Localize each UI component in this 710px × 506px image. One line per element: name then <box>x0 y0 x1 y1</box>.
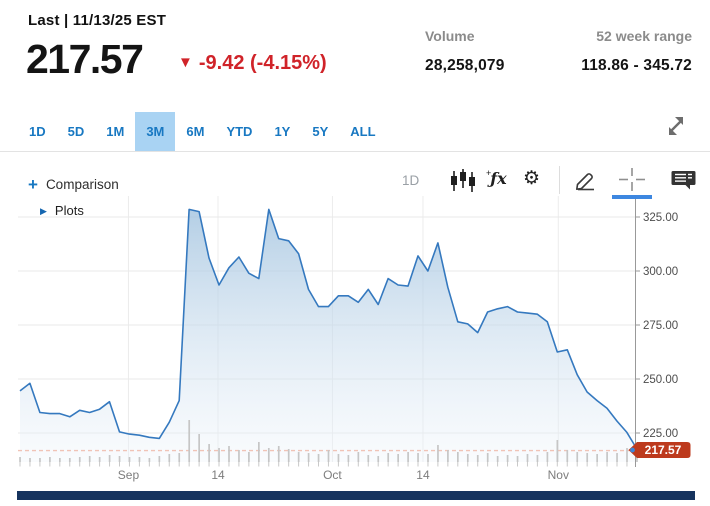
news-icon[interactable] <box>671 169 697 196</box>
x-axis-tick-label: 14 <box>416 468 430 482</box>
last-price-tag <box>628 442 691 459</box>
price-change: ▼ -9.42 (-4.15%) <box>178 52 327 75</box>
range-tab-all[interactable]: ALL <box>350 124 376 139</box>
x-axis-tick-label: 14 <box>211 468 225 482</box>
y-axis-tick-label: 275.00 <box>643 320 678 332</box>
function-icon[interactable]: +ƒx <box>485 167 507 188</box>
y-axis-tick-label: 250.00 <box>643 374 678 386</box>
interval-selector[interactable]: 1D <box>402 173 420 188</box>
range-stat: 52 week range 118.86 - 345.72 <box>581 28 692 75</box>
range-tab-6m[interactable]: 6M <box>186 124 205 139</box>
change-value: -9.42 (-4.15%) <box>198 52 327 74</box>
candlestick-chart-icon[interactable] <box>449 169 477 198</box>
toolbar-divider <box>559 166 560 194</box>
range-tab-3m[interactable]: 3M <box>135 112 176 151</box>
add-comparison-button[interactable]: + Comparison <box>28 174 119 194</box>
last-price: 217.57 <box>26 36 144 82</box>
x-axis-tick-label: Sep <box>118 468 140 482</box>
volume-label: Volume <box>425 28 475 44</box>
plots-toggle[interactable]: ▶ Plots <box>40 203 84 218</box>
range-tab-ytd[interactable]: YTD <box>226 124 253 139</box>
active-tool-underline <box>612 195 652 199</box>
y-axis-tick-label: 225.00 <box>643 428 678 440</box>
plots-label: Plots <box>54 203 84 218</box>
draw-pencil-icon[interactable] <box>572 168 598 199</box>
last-price-tag-value: 217.57 <box>645 443 682 457</box>
range-tab-1m[interactable]: 1M <box>106 124 125 139</box>
price-chart-canvas[interactable]: 325.00 300.00 275.00 250.00 225.00 Sep 14 Oct 14… <box>0 186 710 488</box>
fx-label: ƒx <box>490 169 507 188</box>
range-tab-1y[interactable]: 1Y <box>274 124 291 139</box>
chart-toolbar: + Comparison 1D +ƒx ⚙ <box>0 160 710 202</box>
range-tab-1d[interactable]: 1D <box>29 124 46 139</box>
y-axis-tick-label: 325.00 <box>643 212 678 224</box>
volume-value: 28,258,079 <box>425 57 505 74</box>
expand-icon[interactable] <box>662 112 690 140</box>
range-label: 52 week range <box>596 28 692 44</box>
fx-plus: + <box>486 167 492 178</box>
y-axis-tick-label: 300.00 <box>643 266 678 278</box>
range-tab-5y[interactable]: 5Y <box>312 124 329 139</box>
last-price-dot <box>630 447 635 453</box>
x-axis-tick-label: Oct <box>323 468 342 482</box>
last-date-label: Last | 11/13/25 EST <box>28 12 167 29</box>
range-tab-5d[interactable]: 5D <box>67 124 85 139</box>
crosshair-icon[interactable] <box>618 167 646 198</box>
bottom-navy-bar <box>17 491 695 500</box>
plus-icon: + <box>28 175 38 194</box>
range-value: 118.86 - 345.72 <box>581 57 692 74</box>
x-axis-tick-label: Nov <box>548 468 569 482</box>
down-arrow-icon: ▼ <box>178 54 193 71</box>
plots-triangle-icon: ▶ <box>40 206 47 216</box>
range-tabs: 1D 5D 1M 3M 6M YTD 1Y 5Y ALL <box>0 112 710 152</box>
volume-stat: Volume 28,258,079 <box>425 28 505 75</box>
settings-gear-icon[interactable]: ⚙ <box>523 168 541 189</box>
comparison-label: Comparison <box>45 177 119 192</box>
